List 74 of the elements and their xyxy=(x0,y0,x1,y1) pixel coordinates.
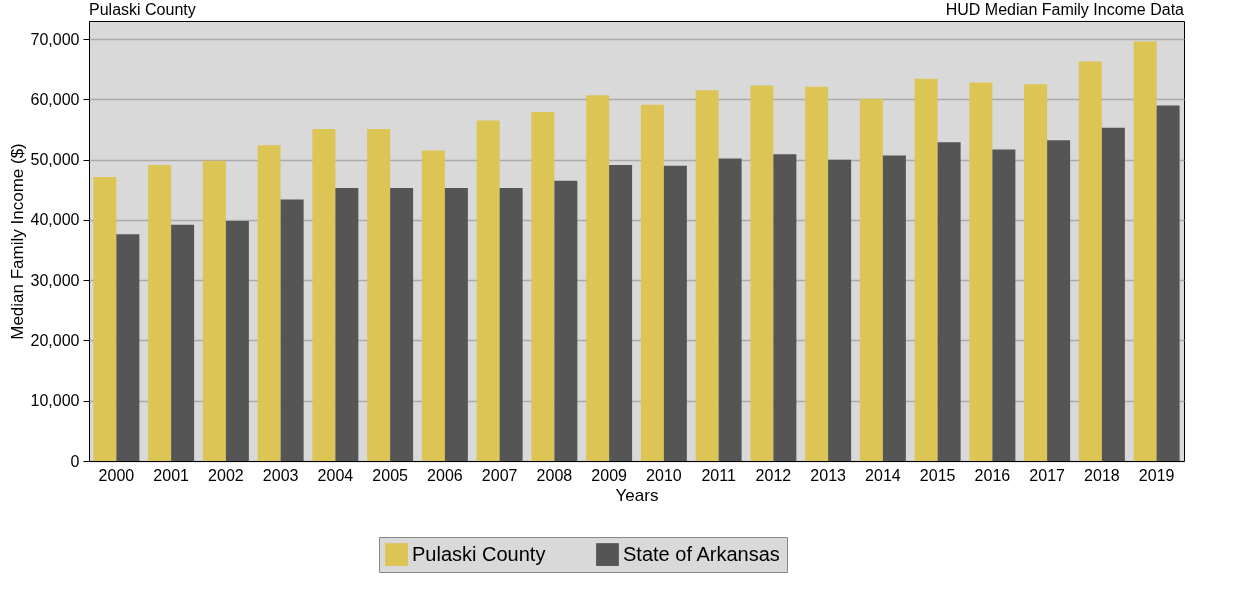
bar xyxy=(828,159,852,461)
x-tick-label: 2019 xyxy=(1138,466,1175,484)
x-tick-label: 2008 xyxy=(536,466,573,484)
bar xyxy=(992,149,1016,461)
x-tick-label: 2009 xyxy=(591,466,628,484)
bar xyxy=(586,95,610,461)
y-tick-label: 40,000 xyxy=(30,211,80,229)
bar xyxy=(225,221,249,461)
bar xyxy=(116,234,140,461)
x-tick-label: 2005 xyxy=(372,466,409,484)
bar xyxy=(335,187,359,461)
bar xyxy=(476,120,500,461)
bar xyxy=(882,155,906,461)
y-tick-label: 10,000 xyxy=(30,392,80,410)
legend-label: State of Arkansas xyxy=(623,542,780,565)
x-tick-label: 2010 xyxy=(646,466,682,484)
bar xyxy=(695,90,719,461)
y-tick-label: 50,000 xyxy=(30,151,80,169)
bar xyxy=(1156,105,1180,461)
bar xyxy=(859,98,883,461)
bar xyxy=(531,112,555,461)
bar xyxy=(202,160,226,461)
bar xyxy=(914,78,938,461)
bar xyxy=(312,128,336,461)
x-tick-label: 2000 xyxy=(98,466,135,484)
y-tick-label: 70,000 xyxy=(30,30,80,48)
y-tick-label: 0 xyxy=(70,452,80,470)
y-tick-label: 60,000 xyxy=(30,90,80,108)
bar xyxy=(1024,84,1048,461)
bar xyxy=(1133,41,1157,461)
chart-title: Pulaski County xyxy=(89,1,196,18)
bar xyxy=(148,165,172,461)
x-tick-label: 2006 xyxy=(427,466,463,484)
x-axis-title: Years xyxy=(615,485,659,505)
x-tick-label: 2004 xyxy=(317,466,354,484)
bar xyxy=(1047,140,1071,461)
x-tick-label: 2003 xyxy=(262,466,299,484)
bar xyxy=(390,187,414,461)
bar xyxy=(257,145,281,461)
bar xyxy=(93,177,117,461)
x-tick-label: 2018 xyxy=(1084,466,1120,484)
bar xyxy=(969,82,993,461)
x-tick-label: 2015 xyxy=(919,466,956,484)
x-tick-label: 2016 xyxy=(974,466,1011,484)
bar xyxy=(444,187,468,461)
bar xyxy=(773,154,797,461)
bar xyxy=(718,158,742,461)
bar xyxy=(609,165,633,461)
bar xyxy=(421,150,445,461)
bar xyxy=(640,104,664,461)
bar xyxy=(171,224,195,461)
bar xyxy=(937,142,961,461)
x-tick-label: 2017 xyxy=(1029,466,1066,484)
bar xyxy=(1101,127,1125,461)
x-tick-label: 2001 xyxy=(153,466,190,484)
y-axis-title: Median Family Income ($) xyxy=(7,143,27,340)
bar xyxy=(663,165,687,461)
bar xyxy=(1078,61,1102,461)
legend-label: Pulaski County xyxy=(412,542,546,565)
x-tick-label: 2013 xyxy=(810,466,847,484)
bar xyxy=(554,180,578,461)
x-tick-label: 2002 xyxy=(208,466,244,484)
x-tick-label: 2012 xyxy=(755,466,792,484)
x-tick-label: 2007 xyxy=(481,466,518,484)
bar xyxy=(280,199,304,461)
y-tick-label: 30,000 xyxy=(30,271,80,289)
y-tick-label: 20,000 xyxy=(30,331,80,349)
bar xyxy=(367,128,391,461)
bar xyxy=(499,187,523,461)
x-tick-label: 2011 xyxy=(701,466,736,484)
bar xyxy=(805,86,829,461)
text: HUD Median Family Income Data xyxy=(945,1,1185,18)
x-tick-label: 2014 xyxy=(865,466,901,484)
bar xyxy=(750,85,774,461)
